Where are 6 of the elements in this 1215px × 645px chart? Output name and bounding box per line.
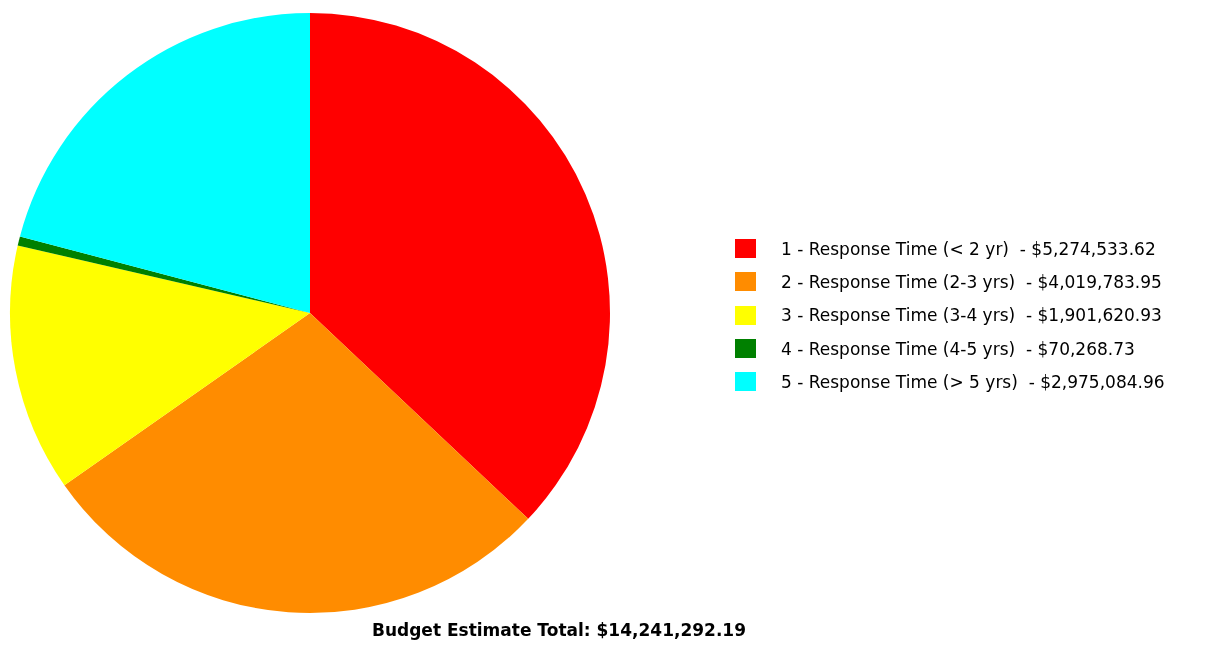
text: Budget Estimate Total: $14,241,292.19 — [370, 620, 748, 640]
legend-label: 3 - Response Time (3-4 yrs) - $1,901,620.93 — [781, 305, 1162, 326]
legend-label: 2 - Response Time (2-3 yrs) - $4,019,783.95 — [781, 271, 1162, 292]
legend-label: 5 - Response Time (> 5 yrs) - $2,975,084.96 — [781, 371, 1165, 392]
legend-label: 4 - Response Time (4-5 yrs) - $70,268.73 — [781, 338, 1135, 359]
legend-label: 1 - Response Time (< 2 yr) - $5,274,533.62 — [781, 238, 1156, 259]
